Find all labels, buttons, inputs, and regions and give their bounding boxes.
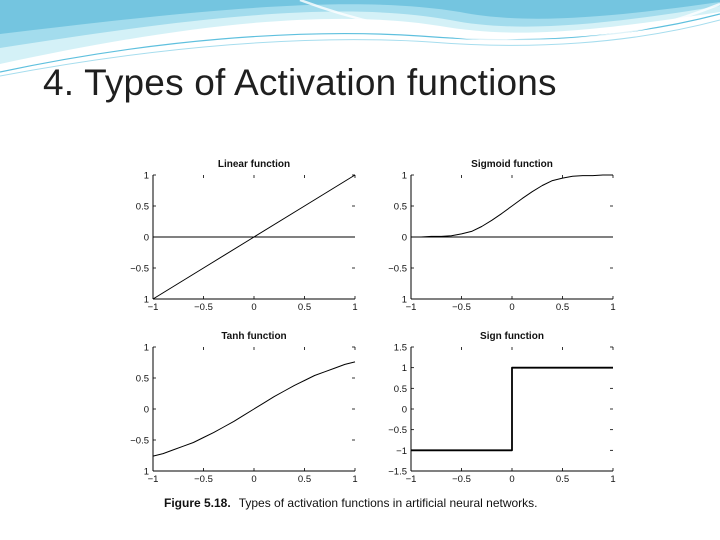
chart-4-x-tick-label: 1: [610, 474, 615, 485]
chart-3-y-tick-label: 1: [144, 467, 149, 478]
chart-2-y-tick-label: 0: [402, 233, 407, 244]
chart-3-series-line: [152, 361, 356, 457]
chart-1-title: Linear function: [218, 159, 290, 170]
chart-1-y-tick-label: −0.5: [130, 264, 149, 275]
chart-4-y-tick-label: 1.5: [394, 343, 407, 354]
chart-3-y-tick-label: 1: [144, 343, 149, 354]
chart-1-y-tick-label: 0.5: [136, 202, 149, 213]
chart-2-x-tick-label: −1: [406, 302, 417, 313]
chart-2-x-tick-label: 1: [610, 302, 615, 313]
chart-4-series-line: [411, 366, 613, 452]
chart-2-x-tick-label: 0: [509, 302, 514, 313]
chart-4-y-tick-label: 1: [402, 363, 407, 374]
chart-2-y-tick-label: −0.5: [388, 264, 407, 275]
chart-2-title: Sigmoid function: [471, 159, 553, 170]
slide-title: 4. Types of Activation functions: [43, 62, 557, 103]
figure-number: Figure 5.18.: [164, 496, 231, 510]
chart-1-series-line: [152, 174, 356, 300]
chart-3-y-tick-label: −0.5: [130, 436, 149, 447]
chart-4-y-tick-label: −0.5: [388, 425, 407, 436]
chart-2-y-tick-label: 1: [402, 171, 407, 182]
chart-3-y-tick-label: 0.5: [136, 374, 149, 385]
figure-caption: Figure 5.18. Types of activation function…: [164, 496, 538, 510]
chart-1-y-tick-label: 1: [144, 171, 149, 182]
chart-4-y-tick-label: 0.5: [394, 384, 407, 395]
chart-3-x-tick-label: 1: [352, 474, 357, 485]
chart-4-x-tick-label: 0.5: [556, 474, 569, 485]
chart-4-title: Sign function: [480, 331, 544, 342]
chart-2-x-tick-label: 0.5: [556, 302, 569, 313]
wave-band-dark: [0, 0, 720, 34]
chart-4-x-tick-label: −0.5: [452, 474, 471, 485]
chart-2-y-tick-label: 1: [402, 295, 407, 306]
chart-2-series-line: [411, 174, 613, 238]
figure-panel: Linear function −1 −0.5 0 0.5 1 1 −0.5 0 0.5 1 Sigm…: [98, 150, 634, 520]
chart-4-y-tick-label: −1: [396, 446, 407, 457]
chart-1-y-tick-label: 1: [144, 295, 149, 306]
wave-line-3: [299, 0, 720, 42]
chart-2-x-tick-label: −0.5: [452, 302, 471, 313]
chart-3-x-tick-label: 0: [251, 474, 256, 485]
wave-line-2: [0, 19, 720, 77]
chart-1-x-tick-label: 0: [251, 302, 256, 313]
chart-3-x-tick-label: −0.5: [194, 474, 213, 485]
chart-4-x-tick-label: 0: [509, 474, 514, 485]
chart-3-y-tick-label: 0: [144, 405, 149, 416]
chart-1-y-tick-label: 0: [144, 233, 149, 244]
chart-1-x-tick-label: 0.5: [298, 302, 311, 313]
chart-1-x-tick-label: −1: [148, 302, 159, 313]
chart-1-x-tick-label: 1: [352, 302, 357, 313]
figure-caption-text: Types of activation functions in artific…: [238, 496, 538, 510]
chart-3-x-tick-label: 0.5: [298, 474, 311, 485]
chart-2-y-tick-label: 0.5: [394, 202, 407, 213]
chart-3-x-tick-label: −1: [148, 474, 159, 485]
chart-4-y-tick-label: −1.5: [388, 467, 407, 478]
chart-4-y-tick-label: 0: [402, 405, 407, 416]
activation-functions-figure: Linear function −1 −0.5 0 0.5 1 1 −0.5 0 0.5 1 Sigm…: [130, 159, 615, 485]
chart-4-x-tick-label: −1: [406, 474, 417, 485]
chart-3-title: Tanh function: [221, 331, 286, 342]
chart-1-x-tick-label: −0.5: [194, 302, 213, 313]
